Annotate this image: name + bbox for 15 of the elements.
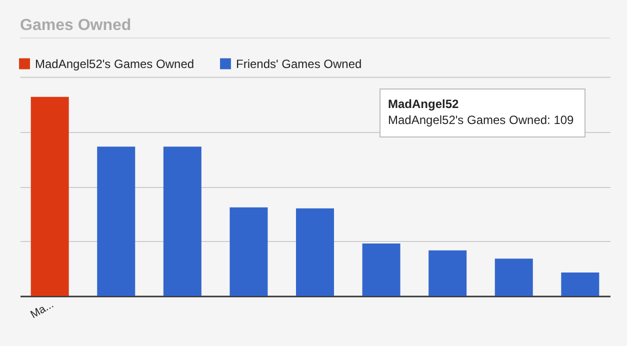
bar bbox=[561, 272, 600, 296]
annotation: MadAngel52 bbox=[388, 97, 460, 111]
legend-label: MadAngel52's Games Owned bbox=[35, 56, 194, 71]
bar bbox=[428, 250, 467, 296]
bar bbox=[163, 146, 202, 296]
bar bbox=[97, 146, 136, 296]
bar bbox=[494, 258, 533, 296]
chart-title: Games Owned bbox=[20, 17, 132, 34]
annotation: MadAngel52's Games Owned: 109 bbox=[388, 113, 574, 127]
bar bbox=[30, 96, 69, 296]
bar bbox=[362, 243, 400, 296]
bar bbox=[230, 207, 268, 296]
bar bbox=[296, 208, 334, 296]
x-tick-label: Ma... bbox=[28, 298, 56, 322]
legend-label: Friends' Games Owned bbox=[236, 56, 362, 71]
